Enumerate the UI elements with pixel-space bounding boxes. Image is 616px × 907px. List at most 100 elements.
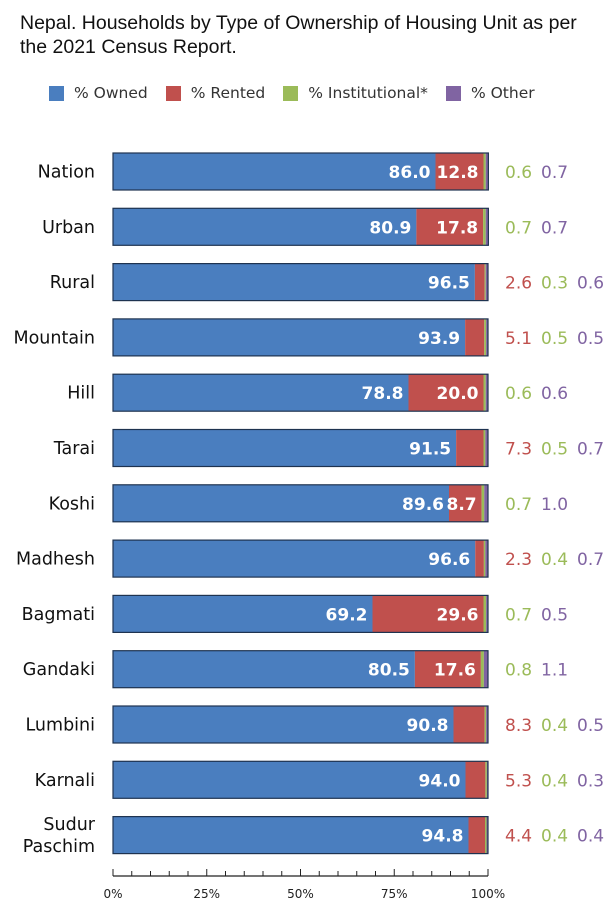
bar-institutional-mountain xyxy=(484,318,487,356)
data-label-institutional-koshi: 0.7 xyxy=(505,495,532,515)
bar-outline-gandaki xyxy=(112,650,489,689)
x-tick-label-0: 0% xyxy=(103,887,122,901)
x-tick-label-75: 75% xyxy=(381,887,408,901)
legend-label-other: % Other xyxy=(470,84,535,102)
bar-outline-bagmati xyxy=(112,594,489,634)
legend-label-owned: % Owned xyxy=(74,84,148,102)
data-label-rented-karnali: 5.3 xyxy=(505,771,532,791)
bar-rented-lumbini xyxy=(453,706,485,743)
bar-outline-sudur-paschim xyxy=(112,815,489,855)
legend-swatch-rented xyxy=(165,85,181,101)
bar-other-urban xyxy=(485,208,489,246)
bar-institutional-tarai xyxy=(483,429,486,467)
category-label-tarai: Tarai xyxy=(53,439,95,459)
bar-owned-karnali xyxy=(113,761,466,799)
bar-other-tarai xyxy=(485,429,488,467)
category-label-bagmati: Bagmati xyxy=(22,605,95,625)
bar-rented-sudur-paschim xyxy=(468,816,485,854)
data-label-owned-koshi: 89.6 xyxy=(402,495,444,515)
legend-item-owned: % Owned xyxy=(49,84,148,102)
bar-outline-urban xyxy=(112,207,489,246)
bar-other-hill xyxy=(485,374,488,412)
data-label-institutional-madhesh: 0.4 xyxy=(541,550,568,570)
bar-rented-tarai xyxy=(456,429,484,467)
data-label-other-rural: 0.6 xyxy=(577,274,604,294)
data-label-other-karnali: 0.3 xyxy=(577,771,604,791)
data-label-institutional-urban: 0.7 xyxy=(505,218,532,238)
data-label-other-nation: 0.7 xyxy=(541,163,568,183)
data-label-institutional-lumbini: 0.4 xyxy=(541,716,568,736)
bar-rented-rural xyxy=(474,263,485,301)
data-label-rented-bagmati: 29.6 xyxy=(437,605,479,625)
bar-institutional-hill xyxy=(483,374,486,412)
bar-institutional-karnali xyxy=(485,761,487,799)
bar-rented-hill xyxy=(408,374,484,412)
data-label-institutional-rural: 0.3 xyxy=(541,274,568,294)
bar-other-gandaki xyxy=(483,650,488,688)
data-label-other-madhesh: 0.7 xyxy=(577,550,604,570)
category-label-koshi: Koshi xyxy=(49,494,95,514)
category-label-mountain: Mountain xyxy=(13,328,95,348)
data-label-other-lumbini: 0.5 xyxy=(577,716,604,736)
bar-institutional-sudur-paschim xyxy=(485,816,487,854)
bar-owned-urban xyxy=(113,208,417,246)
bar-institutional-nation xyxy=(483,153,486,190)
data-label-owned-tarai: 91.5 xyxy=(409,440,451,460)
legend-item-rented: % Rented xyxy=(165,84,265,102)
chart-legend: % Owned % Rented % Institutional* % Othe… xyxy=(49,82,553,104)
chart-title: Nepal. Households by Type of Ownership o… xyxy=(20,12,577,58)
x-tick-label-50: 50% xyxy=(287,887,314,901)
data-label-owned-hill: 78.8 xyxy=(362,384,404,404)
bar-owned-koshi xyxy=(113,484,449,522)
bar-institutional-gandaki xyxy=(480,650,484,688)
data-label-owned-bagmati: 69.2 xyxy=(326,605,368,625)
data-label-institutional-karnali: 0.4 xyxy=(541,771,568,791)
data-label-other-urban: 0.7 xyxy=(541,218,568,238)
data-label-owned-madhesh: 96.6 xyxy=(428,550,470,570)
category-label-nation: Nation xyxy=(38,163,95,183)
x-tick-label-100: 100% xyxy=(471,887,505,901)
bar-other-mountain xyxy=(486,318,488,356)
x-tick-label-25: 25% xyxy=(193,887,220,901)
bar-rented-nation xyxy=(435,153,484,190)
category-label-urban: Urban xyxy=(42,218,95,238)
data-label-owned-nation: 86.0 xyxy=(389,163,431,183)
category-label-madhesh: Madhesh xyxy=(16,550,95,570)
bar-outline-rural xyxy=(112,263,489,302)
data-label-rented-rural: 2.6 xyxy=(505,274,532,294)
bar-outline-tarai xyxy=(112,428,489,468)
bar-rented-karnali xyxy=(465,761,486,799)
data-label-owned-rural: 96.5 xyxy=(428,274,470,294)
legend-swatch-other xyxy=(445,85,461,101)
data-label-rented-tarai: 7.3 xyxy=(505,440,532,460)
bar-other-madhesh xyxy=(485,540,488,578)
category-label-rural: Rural xyxy=(50,273,95,293)
bar-other-nation xyxy=(485,153,489,190)
bar-owned-madhesh xyxy=(113,540,476,578)
bar-other-koshi xyxy=(484,484,488,522)
category-label-gandaki: Gandaki xyxy=(23,660,95,680)
data-label-owned-gandaki: 80.5 xyxy=(368,661,410,681)
data-label-rented-sudur-paschim: 4.4 xyxy=(505,827,532,847)
bar-owned-nation xyxy=(113,153,436,190)
bar-outline-koshi xyxy=(112,484,489,523)
bar-rented-koshi xyxy=(449,484,482,522)
data-label-owned-sudur-paschim: 94.8 xyxy=(422,827,464,847)
data-label-owned-karnali: 94.0 xyxy=(419,771,461,791)
category-label-hill: Hill xyxy=(67,384,95,404)
data-label-other-koshi: 1.0 xyxy=(541,495,568,515)
bar-rented-bagmati xyxy=(372,595,484,633)
legend-item-institutional: % Institutional* xyxy=(283,84,428,102)
data-label-rented-nation: 12.8 xyxy=(437,163,479,183)
bar-owned-tarai xyxy=(113,429,457,467)
legend-swatch-owned xyxy=(49,85,64,101)
data-label-rented-lumbini: 8.3 xyxy=(505,716,532,736)
data-label-rented-hill: 20.0 xyxy=(437,384,479,404)
bar-other-lumbini xyxy=(486,706,488,743)
bar-outline-mountain xyxy=(112,318,489,357)
bar-rented-mountain xyxy=(465,318,485,356)
bar-outline-hill xyxy=(112,373,489,412)
data-label-other-hill: 0.6 xyxy=(541,384,568,404)
bar-owned-lumbini xyxy=(113,706,454,743)
